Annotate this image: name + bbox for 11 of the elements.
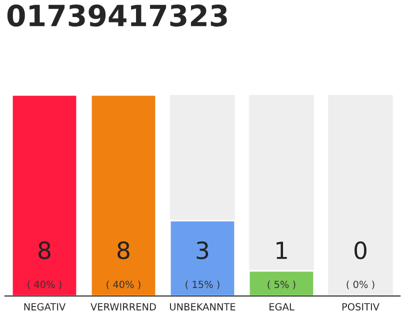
data-label: 8 ( 40% )	[28, 241, 62, 290]
data-label: 3 ( 15% )	[186, 241, 220, 290]
x-tick-label: EGAL	[270, 303, 294, 310]
x-tick-label: POSITIV	[342, 303, 380, 310]
data-label: 1 ( 5% )	[268, 242, 296, 290]
data-label: 0 ( 0% )	[346, 241, 374, 290]
data-label: 8 ( 40% )	[106, 241, 140, 290]
chart-title: 01739417323	[7, 4, 227, 27]
x-tick-label: NEGATIV	[24, 303, 66, 310]
x-tick-label: VERWIRREND	[90, 303, 156, 310]
x-tick-label: UNBEKANNTE	[170, 303, 236, 310]
